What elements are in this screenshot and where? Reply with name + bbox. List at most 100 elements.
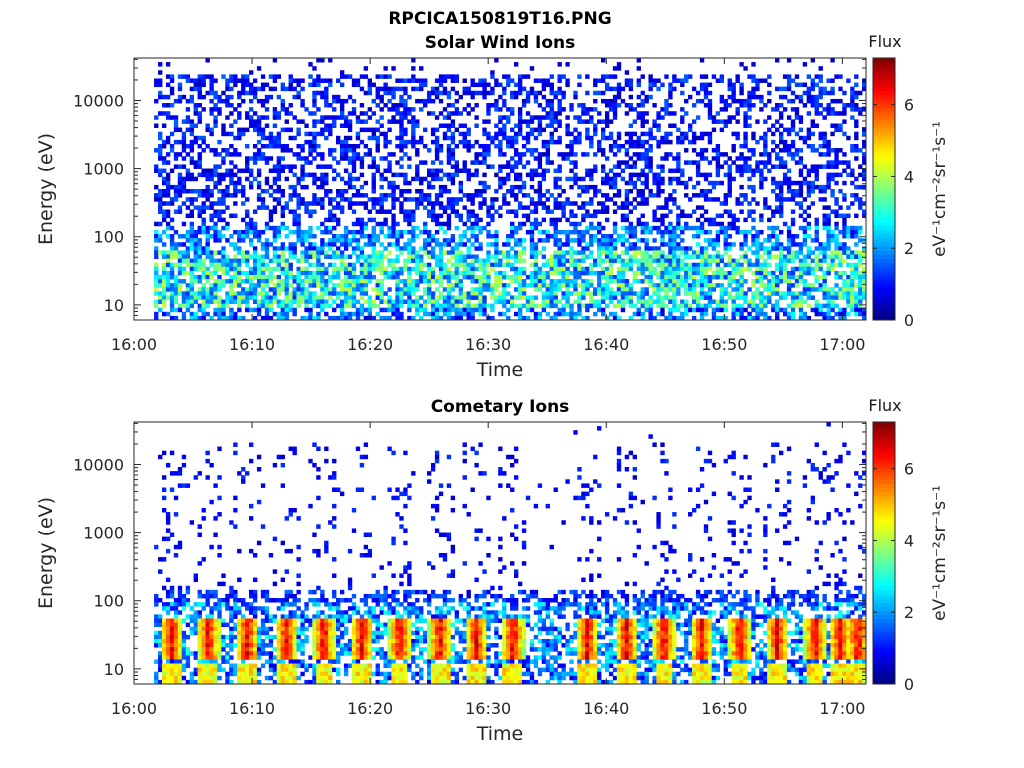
- heatmap-cell: [557, 176, 562, 182]
- heatmap-cell: [668, 307, 673, 313]
- heatmap-cell: [169, 274, 175, 280]
- heatmap-cell: [727, 221, 732, 227]
- heatmap-cell: [225, 225, 230, 231]
- heatmap-cell: [751, 103, 756, 108]
- heatmap-cell: [173, 184, 179, 190]
- heatmap-cell: [763, 299, 768, 305]
- heatmap-cell: [296, 143, 301, 149]
- heatmap-cell: [205, 74, 210, 79]
- heatmap-cell: [201, 148, 206, 153]
- heatmap-cell: [482, 160, 487, 165]
- heatmap-cell: [506, 238, 511, 243]
- heatmap-cell: [454, 274, 460, 280]
- heatmap-cell: [510, 295, 515, 300]
- heatmap-cell: [529, 148, 535, 153]
- heatmap-cell: [529, 295, 535, 300]
- heatmap-cell: [699, 148, 705, 153]
- heatmap-cell: [537, 201, 543, 206]
- heatmap-cell: [423, 193, 428, 198]
- heatmap-cell: [537, 172, 543, 178]
- heatmap-cell: [181, 279, 187, 284]
- heatmap-cell: [316, 270, 321, 276]
- heatmap-cell: [597, 148, 602, 153]
- heatmap-cell: [383, 234, 388, 239]
- heatmap-cell: [312, 82, 317, 88]
- heatmap-cell: [616, 172, 622, 178]
- heatmap-cell: [533, 254, 539, 259]
- heatmap-cell: [763, 176, 768, 182]
- heatmap-cell: [213, 307, 218, 313]
- heatmap-cell: [248, 184, 254, 190]
- heatmap-cell: [371, 127, 376, 133]
- heatmap-cell: [332, 205, 337, 210]
- heatmap-cell: [755, 78, 760, 83]
- heatmap-cell: [213, 168, 218, 174]
- heatmap-cell: [624, 205, 630, 210]
- heatmap-cell: [308, 246, 313, 251]
- heatmap-cell: [585, 201, 590, 206]
- heatmap-cell: [193, 295, 198, 300]
- heatmap-cell: [264, 205, 270, 210]
- heatmap-cell: [173, 152, 179, 157]
- heatmap-cell: [430, 291, 436, 296]
- heatmap-cell: [680, 78, 685, 83]
- heatmap-cell: [620, 262, 626, 268]
- heatmap-cell: [347, 254, 353, 259]
- heatmap-cell: [672, 291, 677, 296]
- heatmap-cell: [711, 254, 717, 259]
- heatmap-cell: [656, 262, 661, 268]
- heatmap-cell: [676, 291, 681, 296]
- heatmap-cell: [201, 168, 206, 174]
- heatmap-cell: [442, 123, 448, 128]
- heatmap-cell: [225, 238, 230, 243]
- heatmap-cell: [213, 115, 218, 120]
- heatmap-cell: [719, 270, 725, 276]
- heatmap-cell: [771, 180, 776, 186]
- heatmap-cell: [478, 180, 483, 186]
- heatmap-cell: [739, 172, 744, 178]
- heatmap-cell: [430, 266, 436, 272]
- heatmap-cell: [399, 115, 404, 120]
- heatmap-cell: [177, 307, 183, 313]
- heatmap-cell: [197, 103, 202, 108]
- heatmap-cell: [759, 107, 764, 112]
- heatmap-cell: [332, 119, 337, 124]
- heatmap-cell: [201, 94, 206, 100]
- heatmap-cell: [288, 229, 293, 235]
- heatmap-cell: [684, 246, 689, 251]
- heatmap-cell: [593, 127, 598, 133]
- heatmap-cell: [624, 291, 630, 296]
- heatmap-cell: [434, 299, 440, 305]
- heatmap-cell: [399, 78, 404, 83]
- heatmap-cell: [154, 262, 159, 268]
- heatmap-cell: [767, 291, 772, 296]
- heatmap-cell: [565, 123, 570, 128]
- heatmap-cell: [767, 287, 772, 292]
- heatmap-cell: [676, 254, 681, 259]
- heatmap-cell: [541, 291, 547, 296]
- heatmap-cell: [284, 291, 289, 296]
- heatmap-cell: [699, 221, 705, 227]
- heatmap-cell: [407, 197, 412, 202]
- heatmap-cell: [628, 242, 634, 247]
- heatmap-cell: [628, 123, 634, 128]
- heatmap-cell: [336, 315, 341, 321]
- heatmap-cell: [691, 274, 697, 280]
- heatmap-cell: [494, 189, 499, 194]
- heatmap-cell: [672, 283, 677, 288]
- heatmap-cell: [423, 270, 428, 276]
- heatmap-cell: [280, 307, 285, 313]
- heatmap-cell: [533, 315, 539, 321]
- heatmap-cell: [521, 119, 527, 124]
- heatmap-cell: [561, 242, 566, 247]
- heatmap-cell: [229, 111, 234, 116]
- heatmap-cell: [276, 74, 282, 79]
- heatmap-cell: [656, 299, 661, 305]
- heatmap-cell: [589, 119, 594, 124]
- heatmap-cell: [553, 254, 558, 259]
- heatmap-cell: [699, 58, 705, 63]
- heatmap-cell: [434, 86, 440, 92]
- heatmap-cell: [229, 291, 234, 296]
- heatmap-cell: [612, 315, 618, 321]
- heatmap-cell: [672, 176, 677, 182]
